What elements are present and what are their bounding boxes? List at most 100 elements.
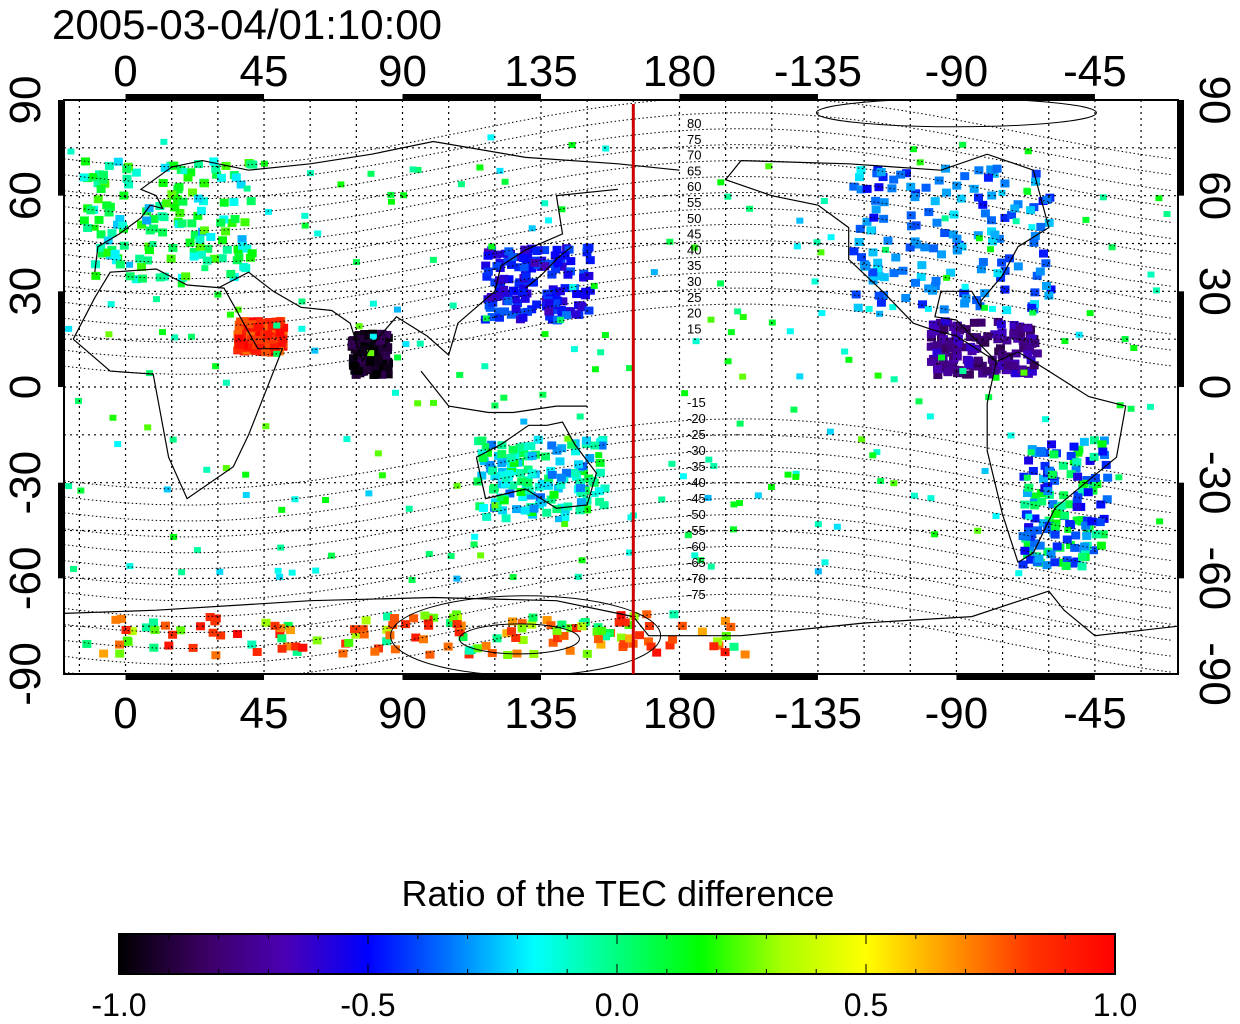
tec-pixel [560,513,570,522]
tec-pixel [353,350,363,359]
tec-pixel [1030,501,1040,510]
lat-lon-grid [64,100,1178,674]
tec-pixel [544,307,554,316]
tec-pixel [616,611,626,620]
tec-pixel [879,214,889,223]
tec-pixel [576,413,584,420]
tec-pixel [1004,254,1014,263]
tec-pixel [526,442,536,451]
tec-pixel [1082,216,1090,223]
tec-pixel [1036,222,1046,231]
tec-pixel [464,646,474,655]
tec-pixel [196,622,206,631]
tec-pixel [990,330,1000,339]
tec-pixel [212,363,220,370]
tec-pixel [1047,440,1057,449]
tec-pixel [488,298,498,307]
right-axis-bar [1178,482,1184,579]
top-longitude-labels: 0 45 90 135 180 -135 -90 -45 [113,47,1126,96]
tec-pixel [562,311,572,320]
tec-pixel [506,627,516,636]
tec-pixel [196,250,206,259]
tec-pixel [537,498,547,507]
mlat-contour [64,128,1172,200]
tec-pixel [1081,521,1091,530]
tec-pixel [385,631,395,640]
top-axis-bar [956,94,1095,100]
tec-pixel [557,262,567,271]
tec-pixel [452,620,462,629]
tec-pixel [518,313,528,322]
tec-pixel [170,533,178,540]
tec-pixel [114,441,122,448]
tec-pixel [203,466,211,473]
tec-pixel [973,231,983,240]
tec-pixel [122,636,132,645]
tec-pixel [499,274,509,283]
bottom-axis-bar [679,674,818,680]
tec-pixel [1050,530,1060,539]
tec-pixel [552,505,562,514]
mlat-label: -40 [687,475,706,490]
tec-pixel [512,505,522,514]
tec-pixel [889,304,897,311]
tec-pixel [1009,320,1019,329]
tec-pixel [488,485,498,494]
tec-pixel [980,209,990,218]
tec-pixel [876,310,884,317]
tec-pixel [67,148,75,155]
tec-pixel [195,235,205,244]
tec-pixel [821,559,829,566]
tec-pixel [874,372,882,379]
tec-pixel [358,625,368,634]
tec-pixel [142,216,152,225]
tec-pixel [453,482,461,489]
top-axis-bar [679,94,818,100]
tec-pixel [456,371,464,378]
tec-pixel [111,615,121,624]
tec-pixel [501,178,509,185]
tec-pixel [826,428,834,435]
mlat-contour [64,418,1172,490]
tec-pixel [408,576,416,583]
tec-pixel [1035,541,1045,550]
bottom-longitude-labels: 0 45 90 135 180 -135 -90 -45 [113,689,1126,738]
tec-pixel [93,195,103,204]
tec-pixel [301,222,309,229]
tec-pixel [487,134,495,141]
tec-pixel [865,305,873,312]
tec-pixel [234,334,244,343]
tec-pixel [1066,470,1076,479]
tec-pixel [1001,366,1011,375]
tec-pixel [382,330,392,339]
tec-pixel [387,191,395,198]
tec-pixel [361,365,371,374]
tec-pixel [845,356,853,363]
tec-pixel [983,332,993,341]
tec-pixel [1000,285,1010,294]
tec-pixel [813,239,821,246]
tec-pixel [378,472,386,479]
tec-pixel [504,275,514,284]
tec-pixel [500,394,508,401]
tec-pixel [409,614,419,623]
tec-pixel [508,253,518,262]
tec-pixel [547,441,557,450]
tec-pixel [1046,550,1056,559]
tec-pixel [944,337,954,346]
tec-pixel [471,533,479,540]
mlat-label: -25 [687,427,706,442]
lon-tick-label: -90 [925,689,989,738]
tec-pixel [1056,501,1066,510]
tec-pixel [961,283,969,290]
tec-pixel [871,205,881,214]
tec-pixel [376,336,386,345]
tec-pixel [915,398,923,405]
tec-pixel [540,262,550,271]
tec-pixel [1047,470,1057,479]
tec-pixel [947,360,957,369]
tec-pixel [79,216,89,225]
tec-pixel [952,352,962,361]
tec-pixel [1002,336,1012,345]
tec-pixel [528,613,538,622]
